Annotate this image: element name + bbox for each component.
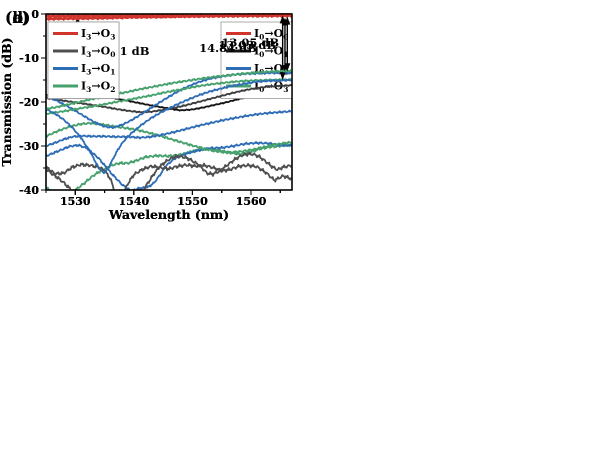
series-line-I2-O1 [46, 78, 292, 175]
series-line-I3-O3 [46, 13, 292, 19]
y-tick-label: 0 [31, 8, 39, 21]
y-tick-label: -40 [19, 184, 39, 197]
legend-label: I3→O2 [81, 80, 115, 95]
series-group [46, 13, 292, 190]
annotation-text: 13.05 dB [221, 36, 279, 50]
y-tick-label: -20 [19, 96, 39, 109]
y-axis-title: Transmission (dB) [0, 38, 14, 167]
series-line-I2-O0 [46, 162, 292, 190]
x-tick-label: 1550 [177, 195, 208, 208]
x-tick-label: 1530 [60, 195, 91, 208]
arrowhead-down-icon [279, 72, 286, 80]
x-tick-label: 1540 [119, 195, 150, 208]
y-tick-label: -20 [19, 96, 39, 109]
legend: I3→O3 I3→O0 I3→O1 I3→O2 [47, 21, 120, 99]
arrowhead-down-icon [284, 63, 291, 72]
annotation-text: 13.03 dB [218, 38, 276, 52]
x-axis-title: Wavelength (nm) [108, 207, 229, 222]
subplot-d: 1530 1540 1550 1560 0 -10 -20 -30 -40 Wavelength … [0, 8, 293, 222]
x-tick-label: 1530 [60, 195, 91, 208]
panel-label: (b) [5, 8, 31, 27]
y-tick-label: -40 [19, 184, 39, 197]
y-axis-title: Transmission (dB) [0, 38, 14, 167]
arrowhead-up-icon [284, 16, 291, 25]
y-tick-label: -40 [19, 184, 39, 197]
x-axis-title: Wavelength (nm) [108, 207, 229, 222]
x-tick-label: 1540 [119, 195, 150, 208]
y-tick-label: -30 [19, 140, 39, 153]
legend-label: I0→O0 [254, 27, 288, 42]
legend-label: I3→O0 [81, 45, 115, 60]
y-axis-title: Transmission (dB) [0, 38, 14, 167]
x-tick-label: 1560 [236, 195, 267, 208]
y-tick-label: -30 [19, 140, 39, 153]
series-line-I0-O3 [46, 143, 292, 190]
y-tick-label: -10 [19, 52, 39, 65]
series-line-I3-O0 [46, 151, 292, 190]
series-group [46, 13, 292, 190]
y-tick-label: -10 [19, 52, 39, 65]
panel-label: (c) [5, 8, 29, 27]
x-tick-label: 1530 [60, 195, 91, 208]
panel-label: (d) [5, 8, 31, 27]
plot-frame [45, 13, 293, 191]
x-tick-label: 1530 [60, 195, 91, 208]
y-tick-label: -20 [19, 96, 39, 109]
y-tick-label: 0 [31, 8, 39, 21]
series-line-I3-O1 [46, 109, 292, 148]
y-tick-label: 0 [31, 8, 39, 21]
legend-label: I0→O1 [254, 45, 288, 60]
x-tick-label: 1550 [177, 195, 208, 208]
annotation: 13.05 dB [221, 16, 291, 72]
y-axis-title: Transmission (dB) [0, 38, 14, 167]
x-tick-label: 1550 [177, 195, 208, 208]
series-line-I2-O3 [46, 78, 292, 115]
y-tick-label: -40 [19, 184, 39, 197]
y-tick-label: -30 [19, 140, 39, 153]
x-tick-label: 1560 [236, 195, 267, 208]
series-line-I3-O2 [46, 69, 292, 111]
x-axis-title: Wavelength (nm) [108, 207, 229, 222]
annotation-text: 14.84 dB [199, 41, 257, 55]
y-tick-label: -20 [19, 96, 39, 109]
y-tick-label: 0 [31, 8, 39, 21]
legend-label: I3→O1 [81, 62, 115, 77]
y-tick-label: -10 [19, 52, 39, 65]
x-axis-title: Wavelength (nm) [108, 207, 229, 222]
x-tick-label: 1550 [177, 195, 208, 208]
x-tick-label: 1540 [119, 195, 150, 208]
y-tick-label: -30 [19, 140, 39, 153]
y-tick-label: -10 [19, 52, 39, 65]
annotation: 14.84 dB [199, 15, 286, 80]
panel-label: (a) [5, 8, 30, 27]
x-tick-label: 1560 [236, 195, 267, 208]
x-tick-label: 1560 [236, 195, 267, 208]
x-tick-label: 1540 [119, 195, 150, 208]
series-line-I1-O3 [46, 121, 292, 155]
legend-label: I3→O3 [81, 27, 115, 42]
arrowhead-up-icon [279, 15, 286, 24]
series-line-I0-O2 [46, 141, 292, 190]
